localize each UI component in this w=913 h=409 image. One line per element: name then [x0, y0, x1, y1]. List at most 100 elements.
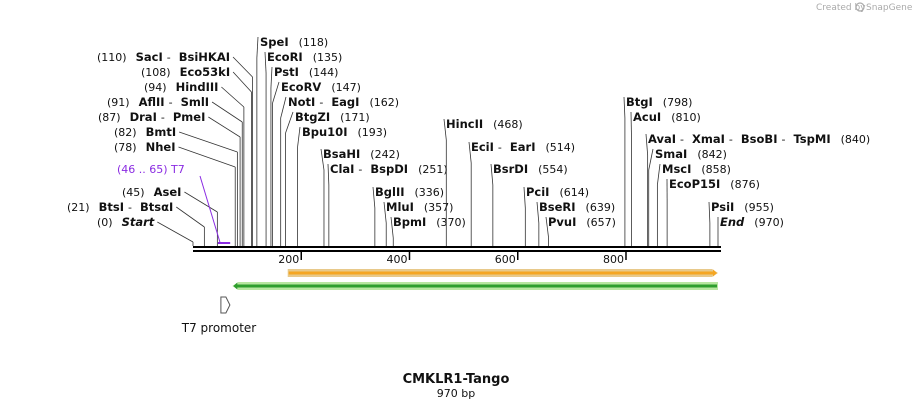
enzyme-position: (514)	[545, 141, 575, 154]
enzyme-site-btgzi[interactable]: BtgZI (171)	[285, 110, 370, 246]
enzyme-name[interactable]: BsiHKAI	[179, 50, 230, 64]
enzyme-name[interactable]: DraI	[130, 110, 157, 124]
promoter-label[interactable]: T7 promoter	[181, 321, 257, 335]
enzyme-name[interactable]: SpeI	[260, 35, 289, 49]
enzyme-name[interactable]: BseRI	[539, 200, 576, 214]
enzyme-name[interactable]: MscI	[662, 162, 691, 176]
enzyme-name[interactable]: Start	[122, 215, 155, 229]
enzyme-name[interactable]: SacI	[136, 50, 163, 64]
enzyme-position: (798)	[663, 96, 693, 109]
enzyme-name[interactable]: BglII	[375, 185, 405, 199]
primer-site-label[interactable]: (46 .. 65) T7	[117, 163, 185, 176]
enzyme-site-bmti[interactable]: (82) BmtI	[114, 125, 238, 246]
enzyme-site-hincii[interactable]: HincII (468)	[443, 117, 523, 246]
enzyme-site-bseri[interactable]: BseRI (639)	[536, 200, 615, 246]
enzyme-name[interactable]: PsiI	[711, 200, 734, 214]
enzyme-name[interactable]: BtgZI	[295, 110, 330, 124]
enzyme-name[interactable]: SmlI	[181, 95, 210, 109]
enzyme-site-psii[interactable]: PsiI (955)	[708, 200, 774, 246]
enzyme-site-ecii[interactable]: EciI - EarI (514)	[468, 140, 575, 246]
enzyme-name[interactable]: HindIII	[176, 80, 219, 94]
enzyme-site-pcii[interactable]: PciI (614)	[523, 185, 589, 246]
enzyme-site-psti[interactable]: PstI (144)	[270, 65, 339, 246]
enzyme-name[interactable]: XmaI	[692, 132, 725, 146]
enzyme-site-aflii[interactable]: (91) AflII - SmlI	[107, 95, 243, 246]
enzyme-leader-line	[327, 163, 330, 186]
enzyme-name[interactable]: HincII	[446, 117, 483, 131]
enzyme-leader-line	[383, 201, 387, 224]
enzyme-name[interactable]: ClaI	[330, 162, 354, 176]
enzyme-site-bglii[interactable]: BglII (336)	[372, 185, 444, 246]
enzyme-name[interactable]: TspMI	[793, 132, 830, 146]
enzyme-name[interactable]: BspDI	[370, 162, 408, 176]
enzyme-site-ecorv[interactable]: EcoRV (147)	[272, 80, 361, 246]
enzyme-name[interactable]: PvuI	[548, 215, 576, 229]
enzyme-name[interactable]: NotI	[288, 95, 315, 109]
dna-backbone[interactable]	[193, 246, 721, 252]
primer-site-t7[interactable]: (46 .. 65) T7	[117, 163, 231, 244]
enzyme-name[interactable]: PciI	[526, 185, 549, 199]
enzyme-name[interactable]: BpmI	[393, 215, 426, 229]
enzyme-name[interactable]: EagI	[331, 95, 359, 109]
enzyme-site-bsahi[interactable]: BsaHI (242)	[320, 147, 400, 246]
backbone-top-strand	[193, 246, 721, 248]
enzyme-site-ecop15i[interactable]: EcoP15I (876)	[666, 177, 760, 246]
green-feature-arrow[interactable]	[233, 282, 718, 290]
enzyme-name[interactable]: End	[720, 215, 745, 229]
enzyme-name[interactable]: BsaHI	[323, 147, 360, 161]
enzyme-name[interactable]: PstI	[274, 65, 299, 79]
enzyme-name[interactable]: EcoP15I	[669, 177, 720, 191]
enzyme-site-bsrdi[interactable]: BsrDI (554)	[490, 162, 568, 246]
enzyme-name[interactable]: Bpu10I	[302, 125, 347, 139]
enzyme-site-spei[interactable]: SpeI (118)	[256, 35, 328, 246]
enzyme-site-bpu10i[interactable]: Bpu10I (193)	[297, 125, 387, 246]
enzyme-site-ecori[interactable]: EcoRI (135)	[264, 50, 343, 246]
enzyme-name[interactable]: Eco53kI	[180, 65, 231, 79]
enzyme-name[interactable]: BtsαI	[140, 200, 173, 214]
promoter-arrow-icon[interactable]	[220, 296, 231, 314]
enzyme-site-pvui[interactable]: PvuI (657)	[545, 215, 616, 246]
enzyme-name[interactable]: EarI	[510, 140, 536, 154]
enzyme-name[interactable]: BtsI	[99, 200, 124, 214]
enzyme-name[interactable]: BtgI	[626, 95, 653, 109]
enzyme-leader-line	[443, 118, 447, 141]
enzyme-site-start[interactable]: (0) Start	[97, 215, 194, 246]
orf-arrow[interactable]	[288, 269, 717, 277]
enzyme-position: (135)	[313, 51, 343, 64]
enzyme-site-clai[interactable]: ClaI - BspDI (251)	[327, 162, 448, 246]
enzyme-name[interactable]: BsrDI	[493, 162, 528, 176]
enzyme-name[interactable]: AseI	[154, 185, 182, 199]
enzyme-position: (110)	[97, 51, 127, 64]
enzyme-name[interactable]: EcoRI	[267, 50, 303, 64]
enzyme-site-acui[interactable]: AcuI (810)	[630, 110, 701, 246]
enzyme-site-asei[interactable]: (45) AseI	[122, 185, 218, 246]
enzyme-name[interactable]: BsoBI	[741, 132, 778, 146]
enzyme-site-btsi[interactable]: (21) BtsI - BtsαI	[67, 200, 205, 246]
enzyme-site-saci[interactable]: (110) SacI - BsiHKAI	[97, 50, 253, 246]
enzyme-site-msci[interactable]: MscI (858)	[656, 162, 731, 246]
enzyme-name[interactable]: BmtI	[146, 125, 177, 139]
enzyme-site-hindiii[interactable]: (94) HindIII	[144, 80, 245, 246]
enzyme-name[interactable]: MluI	[386, 200, 414, 214]
enzyme-position: (614)	[559, 186, 589, 199]
enzyme-site-btgi[interactable]: BtgI (798)	[623, 95, 693, 246]
enzyme-site-eco53ki[interactable]: (108) Eco53kI	[141, 65, 252, 246]
enzyme-site-drai[interactable]: (87) DraI - PmeI	[98, 110, 241, 246]
enzyme-name[interactable]: EciI	[471, 140, 494, 154]
enzyme-site-smai[interactable]: SmaI (842)	[648, 147, 727, 246]
enzyme-name[interactable]: AvaI	[648, 132, 676, 146]
enzyme-site-avai[interactable]: AvaI - XmaI - BsoBI - TspMI (840)	[645, 132, 870, 246]
enzyme-name[interactable]: AcuI	[633, 110, 661, 124]
enzyme-site-end[interactable]: End (970)	[717, 215, 784, 246]
enzyme-site-noti[interactable]: NotI - EagI (162)	[280, 95, 399, 246]
enzyme-name[interactable]: NheI	[146, 140, 176, 154]
enzyme-site-bpmi[interactable]: BpmI (370)	[390, 215, 466, 246]
enzyme-site-nhei[interactable]: (78) NheI	[114, 140, 236, 246]
enzyme-name[interactable]: EcoRV	[281, 80, 321, 94]
enzyme-name[interactable]: PmeI	[173, 110, 206, 124]
enzyme-name[interactable]: SmaI	[655, 147, 687, 161]
ruler-ticks: 200 400 600 800	[278, 252, 627, 266]
enzyme-position: (45)	[122, 186, 145, 199]
enzyme-leader-line	[176, 206, 205, 228]
enzyme-name[interactable]: AflII	[139, 95, 165, 109]
